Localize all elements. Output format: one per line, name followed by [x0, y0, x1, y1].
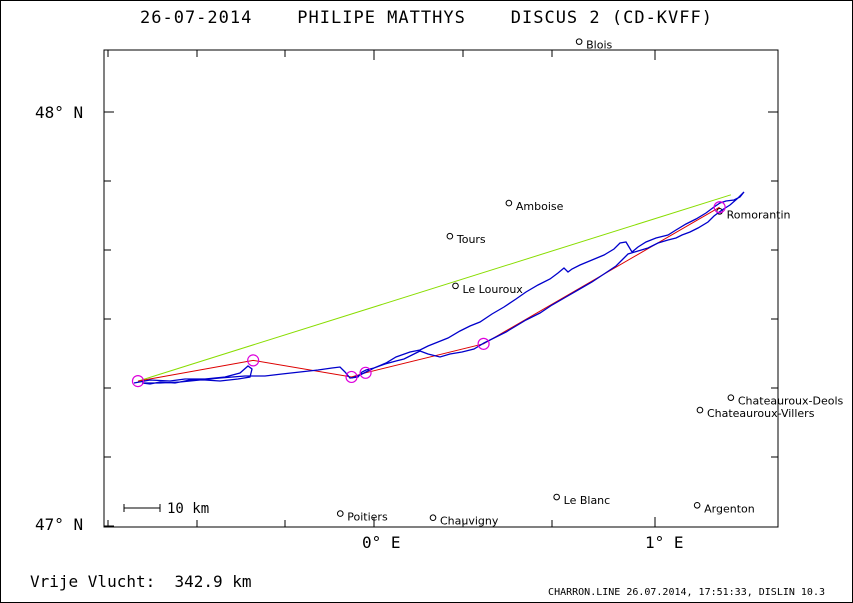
city-label: Tours: [456, 233, 486, 246]
city-marker: [575, 38, 583, 45]
distance-label: Vrije Vlucht: 342.9 km: [30, 572, 252, 591]
city-marker: [452, 282, 459, 290]
city-marker: [553, 493, 560, 501]
city-label: Romorantin: [727, 208, 791, 221]
turnpoint-markers: [131, 201, 726, 388]
city-marker: [446, 232, 454, 240]
city-label: Poitiers: [347, 511, 388, 524]
map-ticks: [104, 50, 778, 527]
turnpoint-marker: [131, 375, 145, 388]
city-markers: Blois Amboise Tours Le Louroux Romorantin Cha…: [336, 38, 844, 528]
city-label: Le Blanc: [564, 494, 611, 507]
city-label: Amboise: [516, 200, 564, 213]
city-label: Le Louroux: [462, 283, 523, 296]
turnpoint-marker: [345, 370, 358, 384]
city-label: Chauvigny: [440, 515, 499, 528]
turnpoint-marker: [247, 354, 260, 367]
lat-label-48: 48° N: [35, 103, 83, 122]
city-marker: [429, 514, 437, 522]
turnpoint-marker: [359, 366, 372, 379]
city-label: Argenton: [704, 502, 755, 515]
city-marker: [693, 502, 701, 509]
turnpoint-marker: [713, 201, 726, 214]
lat-label-47: 47° N: [35, 515, 83, 534]
flight-track: [133, 191, 745, 385]
city-marker: [505, 199, 513, 207]
city-marker: [727, 394, 735, 401]
city-label: Blois: [586, 39, 612, 52]
flight-title: 26-07-2014 PHILIPE MATTHYS DISCUS 2 (CD-…: [140, 8, 713, 28]
city-label: Chateauroux-Deols: [738, 395, 844, 408]
scale-bar: 10 km: [123, 501, 209, 517]
lon-label-1: 1° E: [645, 533, 684, 552]
credit-line: CHARRON.LINE 26.07.2014, 17:51:33, DISLI…: [548, 587, 825, 598]
map-frame: [103, 49, 779, 528]
city-marker: [336, 510, 344, 517]
city-marker: [696, 406, 704, 414]
straight-distance-line: [137, 194, 732, 382]
turnpoint-marker: [477, 337, 490, 350]
scale-bar-label: 10 km: [167, 501, 209, 517]
lon-label-0: 0° E: [362, 533, 401, 552]
city-label: Chateauroux-Villers: [707, 407, 815, 420]
task-line: [137, 206, 720, 382]
